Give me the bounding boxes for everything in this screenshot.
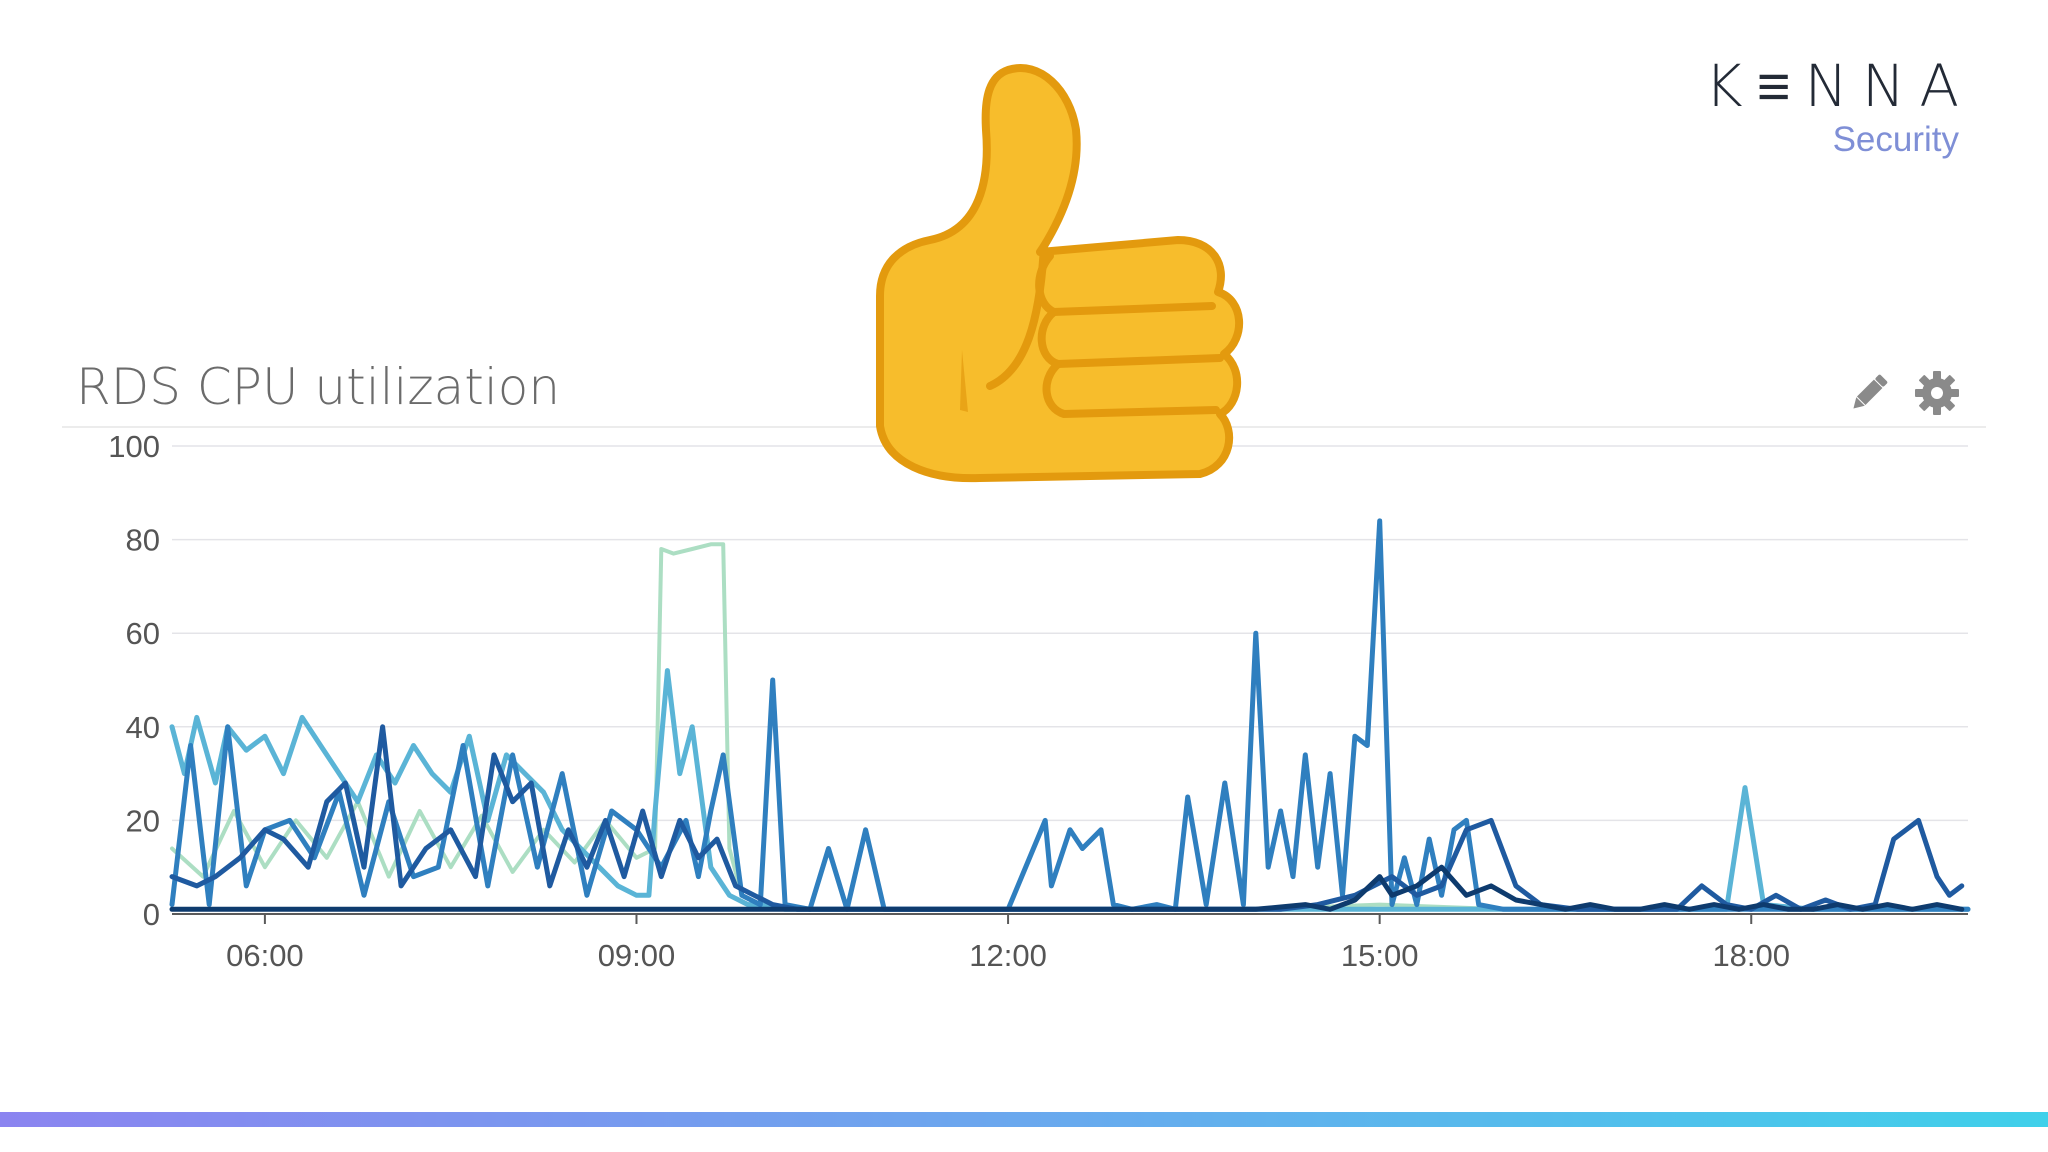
logo-wordmark: K≡NNA	[1704, 52, 1973, 120]
kenna-security-logo: K≡NNA Security	[1705, 54, 1959, 160]
y-tick-label: 0	[143, 897, 160, 932]
thumbs-up-icon	[876, 64, 1243, 483]
y-tick-label: 100	[108, 429, 160, 464]
panel-title: RDS CPU utilization	[76, 358, 561, 416]
x-tick-label: 18:00	[1712, 938, 1790, 973]
x-tick-label: 12:00	[969, 938, 1047, 973]
x-tick-label: 15:00	[1341, 938, 1419, 973]
series-line-2	[169, 668, 1971, 912]
series-line-4	[169, 724, 1965, 912]
series-line-5	[169, 864, 1965, 912]
footer-gradient-bar	[0, 1112, 2048, 1127]
settings-button[interactable]	[1912, 368, 1962, 418]
x-tick-label: 09:00	[598, 938, 676, 973]
series-line-3	[169, 518, 1971, 912]
pencil-icon	[1853, 374, 1888, 409]
y-tick-label: 60	[126, 616, 160, 651]
gear-icon	[1915, 371, 1959, 415]
logo-subtitle: Security	[1832, 120, 1959, 159]
x-tick-label: 06:00	[226, 938, 304, 973]
y-tick-label: 20	[126, 803, 160, 838]
y-tick-label: 80	[126, 523, 160, 558]
edit-button[interactable]	[1844, 368, 1894, 418]
y-tick-label: 40	[126, 710, 160, 745]
